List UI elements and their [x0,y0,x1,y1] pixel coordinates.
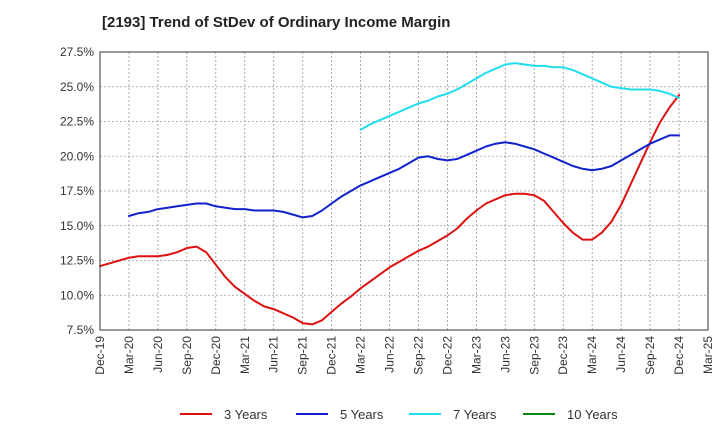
y-axis-ticks: 7.5% 10.0% 12.5% 15.0% 17.5% 20.0% 22.5% 25.0% 2… [60,45,94,337]
x-tick-label: Sep-24 [643,336,657,375]
x-tick-label: Sep-20 [180,336,194,375]
x-tick-label: Mar-23 [469,336,483,374]
x-tick-label: Dec-24 [672,336,686,375]
x-tick-label: Jun-24 [614,336,628,373]
x-tick-label: Jun-20 [151,336,165,373]
plot-frame [99,51,709,331]
x-tick-label: Dec-21 [325,336,339,375]
x-tick-label: Mar-24 [585,336,599,374]
grid-layer [99,51,709,331]
x-tick-label: Mar-21 [238,336,252,374]
legend-label: 7 Years [453,407,497,422]
legend: 3 Years 5 Years 7 Years 10 Years [180,407,618,422]
x-tick-label: Sep-22 [411,336,425,375]
y-tick-label: 20.0% [60,149,94,163]
x-tick-label: Mar-20 [122,336,136,374]
series-layer [99,62,680,326]
legend-label: 5 Years [340,407,384,422]
series-line-5-years [128,134,680,219]
x-tick-label: Dec-22 [440,336,454,375]
y-tick-label: 7.5% [67,323,95,337]
x-tick-label: Jun-23 [498,336,512,373]
x-tick-label: Dec-20 [209,336,223,375]
y-tick-label: 17.5% [60,184,94,198]
x-tick-label: Dec-23 [556,336,570,375]
x-axis-ticks: Dec-19 Mar-20 Jun-20 Sep-20 Dec-20 Mar-21 Jun-… [93,336,715,375]
x-tick-label: Jun-22 [383,336,397,373]
y-tick-label: 10.0% [60,288,94,302]
y-tick-label: 22.5% [60,115,94,129]
y-tick-label: 12.5% [60,254,94,268]
y-tick-label: 25.0% [60,80,94,94]
y-tick-label: 15.0% [60,219,94,233]
x-tick-label: Jun-21 [267,336,281,373]
x-tick-label: Sep-23 [527,336,541,375]
x-tick-label: Mar-25 [701,336,715,374]
legend-label: 3 Years [224,407,268,422]
y-tick-label: 27.5% [60,45,94,59]
series-line-3-years [99,94,680,326]
legend-label: 10 Years [567,407,618,422]
x-tick-label: Mar-22 [354,336,368,374]
x-tick-label: Sep-21 [296,336,310,375]
chart-title: [2193] Trend of StDev of Ordinary Income… [102,14,451,31]
series-line-7-years [359,62,680,131]
x-tick-label: Dec-19 [93,336,107,375]
